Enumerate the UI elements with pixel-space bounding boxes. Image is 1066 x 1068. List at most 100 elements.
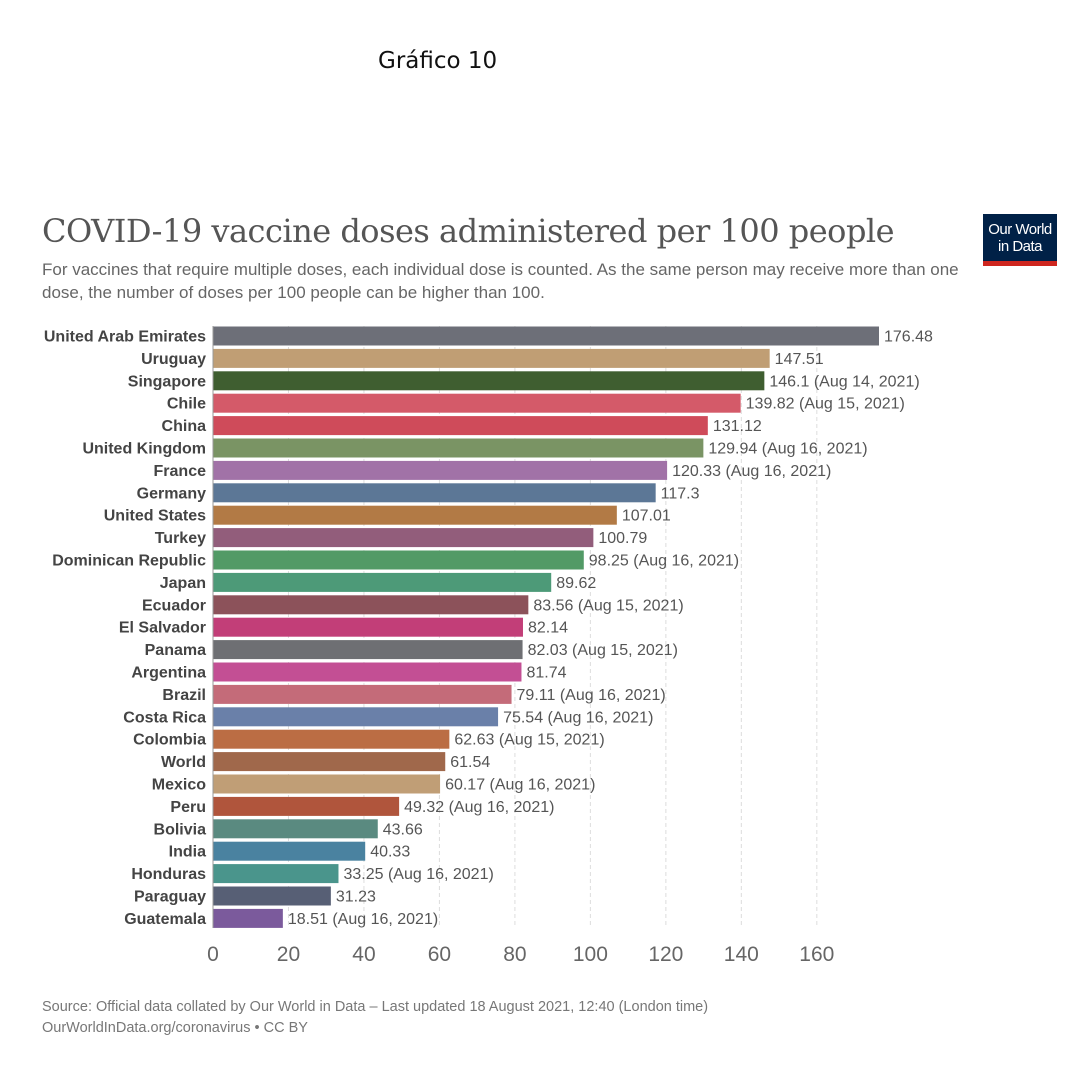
x-tick-label: 40 [352, 943, 375, 966]
category-label: China [162, 418, 207, 435]
value-label: 62.63 (Aug 15, 2021) [454, 732, 604, 749]
bar [213, 348, 770, 368]
value-label: 33.25 (Aug 16, 2021) [343, 866, 493, 883]
bar [213, 505, 617, 525]
value-label: 120.33 (Aug 16, 2021) [672, 463, 831, 480]
footer: Source: Official data collated by Our Wo… [42, 997, 708, 1039]
category-label: Turkey [155, 530, 206, 547]
value-label: 83.56 (Aug 15, 2021) [533, 597, 683, 614]
value-label: 98.25 (Aug 16, 2021) [589, 553, 739, 570]
category-label: Brazil [162, 687, 206, 704]
value-label: 61.54 [450, 754, 490, 771]
value-label: 43.66 [383, 821, 423, 838]
x-tick-label: 120 [648, 943, 683, 966]
value-label: 89.62 [556, 575, 596, 592]
bar [213, 617, 523, 637]
category-label: France [154, 463, 207, 480]
x-tick-label: 60 [428, 943, 451, 966]
category-label: Peru [170, 799, 206, 816]
category-label: Costa Rica [123, 709, 206, 726]
category-label: Argentina [131, 665, 206, 682]
bar [213, 371, 765, 391]
category-label: Bolivia [154, 821, 207, 838]
bar [213, 438, 704, 458]
bar [213, 729, 450, 749]
page-heading: Gráfico 10 [378, 48, 498, 74]
bar [213, 841, 366, 861]
value-label: 82.03 (Aug 15, 2021) [528, 642, 678, 659]
bar [213, 416, 708, 436]
value-label: 117.3 [661, 485, 700, 502]
value-label: 82.14 [528, 620, 568, 637]
category-label: India [169, 844, 206, 861]
category-label: Paraguay [134, 889, 206, 906]
value-label: 139.82 (Aug 15, 2021) [746, 396, 905, 413]
bar [213, 572, 552, 592]
category-label: United States [104, 508, 206, 525]
axis-layer: 0 20 40 60 80 100 120 140 160 United Arab Emirate… [44, 326, 933, 966]
category-label: Mexico [152, 777, 206, 794]
source-link[interactable]: OurWorldInData.org/coronavirus • CC BY [42, 1020, 308, 1036]
chart-subtitle: For vaccines that require multiple doses… [42, 260, 959, 302]
x-tick-label: 20 [277, 943, 300, 966]
category-label: Uruguay [141, 351, 206, 368]
bar [213, 595, 529, 615]
value-label: 100.79 [598, 530, 647, 547]
value-label: 40.33 [370, 844, 410, 861]
category-label: United Arab Emirates [44, 329, 206, 346]
category-label: Panama [145, 642, 206, 659]
bar [213, 707, 499, 727]
value-label: 81.74 [526, 665, 566, 682]
value-label: 79.11 (Aug 16, 2021) [517, 687, 666, 704]
value-label: 49.32 (Aug 16, 2021) [404, 799, 554, 816]
bar [213, 774, 441, 794]
bar [213, 908, 283, 928]
bar [213, 684, 512, 704]
source-note: Source: Official data collated by Our Wo… [42, 999, 709, 1015]
category-label: Ecuador [142, 597, 206, 614]
category-label: Dominican Republic [52, 553, 206, 570]
logo-line-2: in Data [997, 238, 1043, 255]
value-label: 147.51 [775, 351, 824, 368]
category-label: Colombia [133, 732, 206, 749]
bar [213, 864, 339, 884]
bar [213, 752, 446, 772]
value-label: 31.23 [336, 889, 376, 906]
bar [213, 640, 523, 660]
bar [213, 662, 522, 682]
category-label: United Kingdom [82, 441, 206, 458]
bar [213, 819, 378, 839]
category-label: Guatemala [124, 911, 206, 928]
logo-accent-bar [983, 261, 1057, 266]
x-tick-label: 80 [503, 943, 526, 966]
category-label: World [161, 754, 206, 771]
value-label: 146.1 (Aug 14, 2021) [769, 373, 919, 390]
category-label: Singapore [128, 373, 206, 390]
category-label: Germany [137, 485, 206, 502]
x-tick-label: 160 [799, 943, 834, 966]
bar [213, 550, 584, 570]
value-label: 131.12 [713, 418, 762, 435]
value-label: 75.54 (Aug 16, 2021) [503, 709, 653, 726]
category-label: Japan [160, 575, 206, 592]
x-tick-label: 140 [724, 943, 759, 966]
x-tick-label: 100 [573, 943, 608, 966]
bar [213, 528, 594, 548]
bar [213, 886, 331, 906]
x-tick-label: 0 [207, 943, 219, 966]
value-label: 176.48 [884, 329, 933, 346]
bar [213, 483, 656, 503]
value-label: 18.51 (Aug 16, 2021) [288, 911, 438, 928]
bar [213, 460, 668, 480]
value-label: 60.17 (Aug 16, 2021) [445, 777, 595, 794]
bar [213, 326, 879, 346]
category-label: Honduras [131, 866, 206, 883]
value-label: 107.01 [622, 508, 671, 525]
our-world-in-data-logo[interactable]: Our World in Data [983, 214, 1057, 266]
category-label: El Salvador [119, 620, 206, 637]
logo-line-1: Our World [988, 221, 1052, 238]
bar [213, 393, 741, 413]
value-label: 129.94 (Aug 16, 2021) [708, 441, 867, 458]
bar [213, 796, 400, 816]
